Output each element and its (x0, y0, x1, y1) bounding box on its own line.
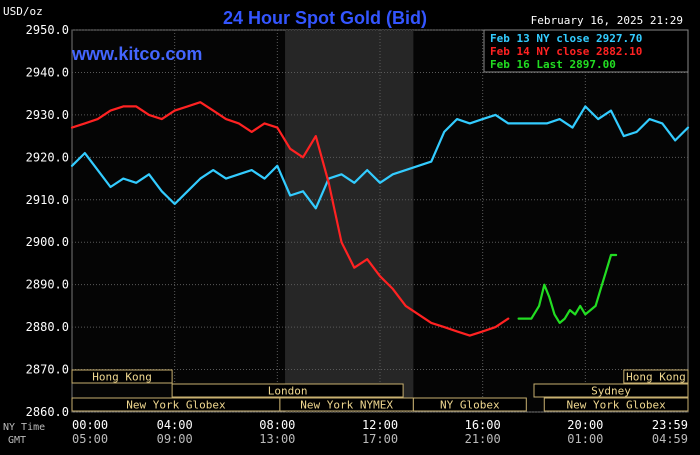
y-unit-label: USD/oz (3, 5, 43, 18)
x-tick-label-gmt: 13:00 (259, 432, 295, 446)
series-line-2 (517, 253, 618, 324)
chart-title: 24 Hour Spot Gold (Bid) (223, 8, 427, 28)
x-tick-label-gmt: 21:00 (465, 432, 501, 446)
x-tick-label-gmt: 09:00 (157, 432, 193, 446)
y-tick-label: 2930.0 (26, 108, 69, 122)
x-tick-label-gmt: 04:59 (652, 432, 688, 446)
y-tick-label: 2920.0 (26, 150, 69, 164)
session-label: Hong Kong (92, 371, 152, 384)
y-tick-label: 2890.0 (26, 278, 69, 292)
y-tick-label: 2940.0 (26, 65, 69, 79)
legend-item-feb16: Feb 16 Last 2897.00 (490, 58, 616, 71)
y-tick-label: 2860.0 (26, 405, 69, 419)
legend-item-feb14: Feb 14 NY close 2882.10 (490, 45, 642, 58)
x-tick-label-ny: 23:59 (652, 418, 688, 432)
y-tick-label: 2870.0 (26, 363, 69, 377)
x-tick-label-gmt: 05:00 (72, 432, 108, 446)
session-bar (71, 369, 173, 384)
x-tick-label-ny: 04:00 (157, 418, 193, 432)
x-tick-label-ny: 16:00 (465, 418, 501, 432)
shaded-interval (285, 30, 414, 412)
session-bar (543, 397, 689, 412)
series-line-1 (70, 101, 510, 337)
session-bar (533, 383, 689, 398)
session-bar (171, 383, 404, 398)
x-tick-label-gmt: 01:00 (567, 432, 603, 446)
y-tick-label: 2880.0 (26, 320, 69, 334)
session-label: New York Globex (566, 399, 666, 412)
legend-item-feb13: Feb 13 NY close 2927.70 (490, 32, 642, 45)
gmt-label: GMT (8, 435, 26, 446)
session-label: NY Globex (440, 399, 500, 412)
x-tick-label-ny: 12:00 (362, 418, 398, 432)
session-bar (412, 397, 527, 412)
y-tick-label: 2900.0 (26, 235, 69, 249)
session-bar (623, 369, 689, 384)
watermark: www.kitco.com (71, 44, 202, 64)
legend: Feb 13 NY close 2927.70 Feb 14 NY close … (483, 29, 689, 73)
session-label: Sydney (591, 385, 631, 398)
session-label: New York Globex (126, 399, 226, 412)
y-tick-label: 2950.0 (26, 23, 69, 37)
session-label: London (268, 385, 308, 398)
x-tick-label-gmt: 17:00 (362, 432, 398, 446)
ny-time-label: NY Time (3, 422, 45, 433)
session-label: New York NYMEX (300, 399, 393, 412)
y-tick-label: 2910.0 (26, 193, 69, 207)
session-label: Hong Kong (626, 371, 686, 384)
x-tick-label-ny: 08:00 (259, 418, 295, 432)
x-tick-label-ny: 20:00 (567, 418, 603, 432)
series-line-0 (70, 105, 690, 210)
x-tick-label-ny: 00:00 (72, 418, 108, 432)
timestamp: February 16, 2025 21:29 (531, 14, 683, 27)
